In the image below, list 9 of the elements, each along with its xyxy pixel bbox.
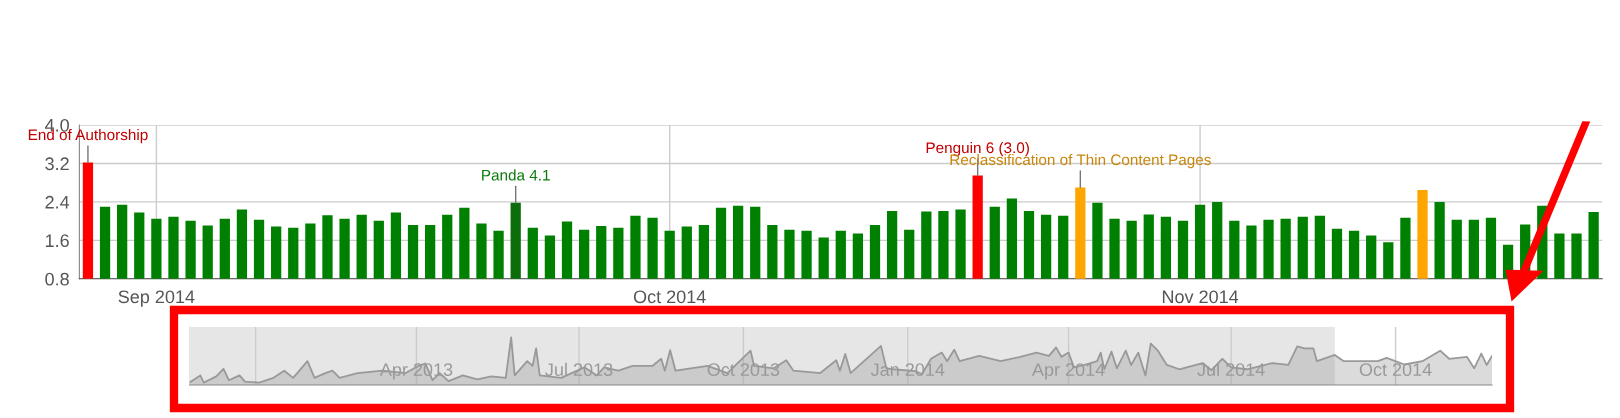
x-tick-label: Oct 2014 (633, 290, 706, 304)
y-tick-label: 3.2 (45, 157, 69, 171)
x-tick-label: Nov 2014 (1162, 290, 1239, 304)
x-tick-label: Sep 2014 (118, 290, 195, 307)
annotation: Panda 4.1 (482, 169, 550, 181)
x-tick-label: Oct 2014 (1359, 363, 1432, 377)
y-tick-label: 1.6 (45, 234, 69, 248)
y-tick-label: 0.8 (45, 272, 69, 286)
y-tick-label: 2.4 (45, 195, 70, 209)
